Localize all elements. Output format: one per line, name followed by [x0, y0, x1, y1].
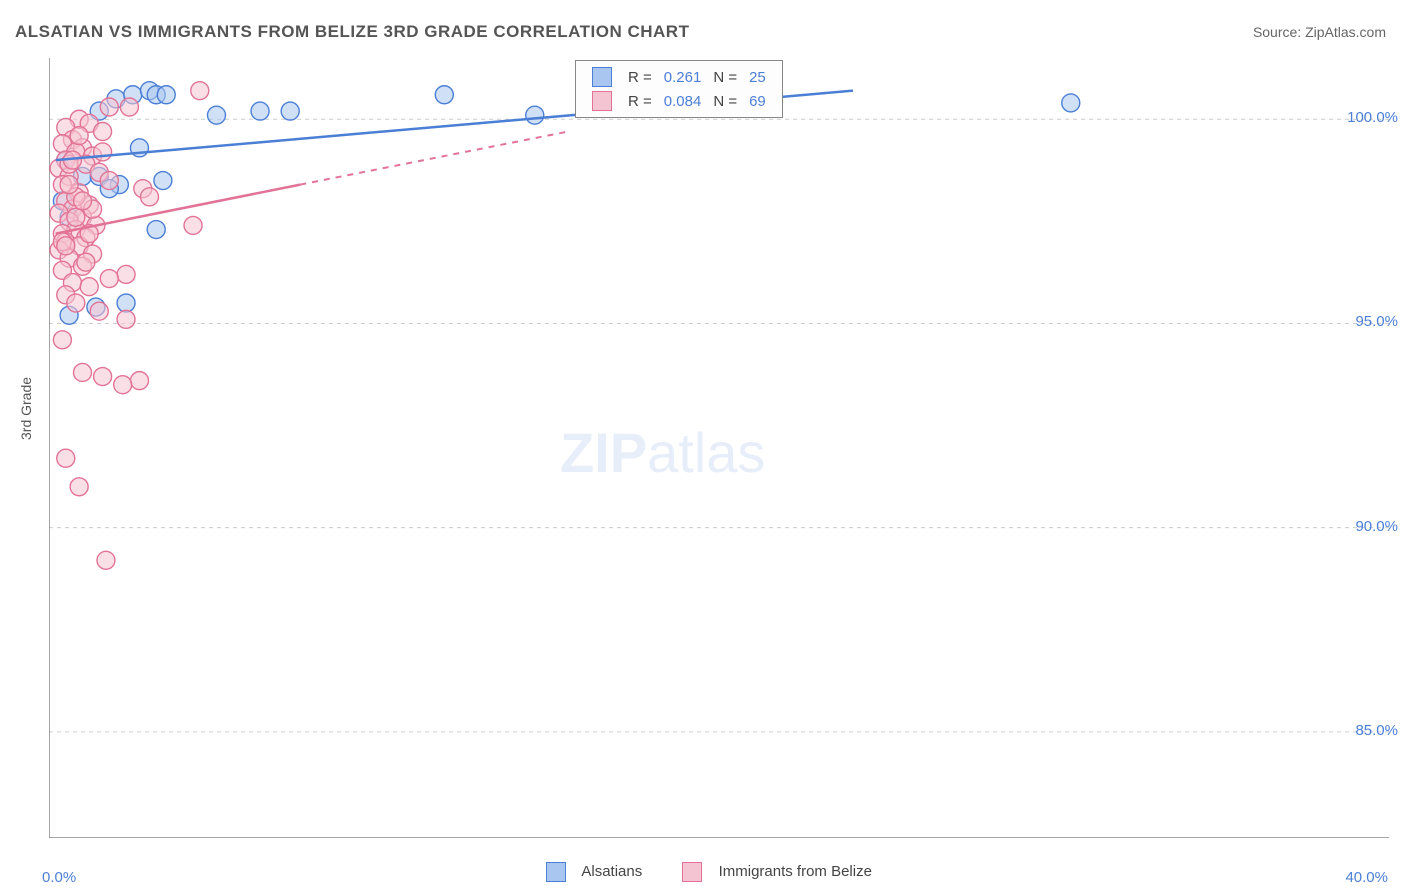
y-tick-label: 100.0% [1347, 109, 1398, 126]
y-axis-label: 3rd Grade [18, 377, 34, 440]
legend-swatch [546, 862, 566, 882]
legend-swatch [592, 91, 612, 111]
series-legend: Alsatians Immigrants from Belize [0, 862, 1406, 882]
chart-title: ALSATIAN VS IMMIGRANTS FROM BELIZE 3RD G… [15, 22, 689, 42]
y-tick-label: 95.0% [1355, 313, 1398, 330]
source-label: Source: ZipAtlas.com [1253, 24, 1386, 40]
y-tick-label: 90.0% [1355, 518, 1398, 535]
legend-item: Alsatians [534, 863, 646, 880]
legend-swatch [592, 67, 612, 87]
plot-area [49, 58, 1389, 838]
legend-swatch [682, 862, 702, 882]
chart-container: ALSATIAN VS IMMIGRANTS FROM BELIZE 3RD G… [0, 0, 1406, 892]
legend-item: Immigrants from Belize [670, 863, 872, 880]
y-tick-label: 85.0% [1355, 722, 1398, 739]
stats-legend: R =0.261 N =25 R =0.084 N =69 [575, 60, 783, 118]
